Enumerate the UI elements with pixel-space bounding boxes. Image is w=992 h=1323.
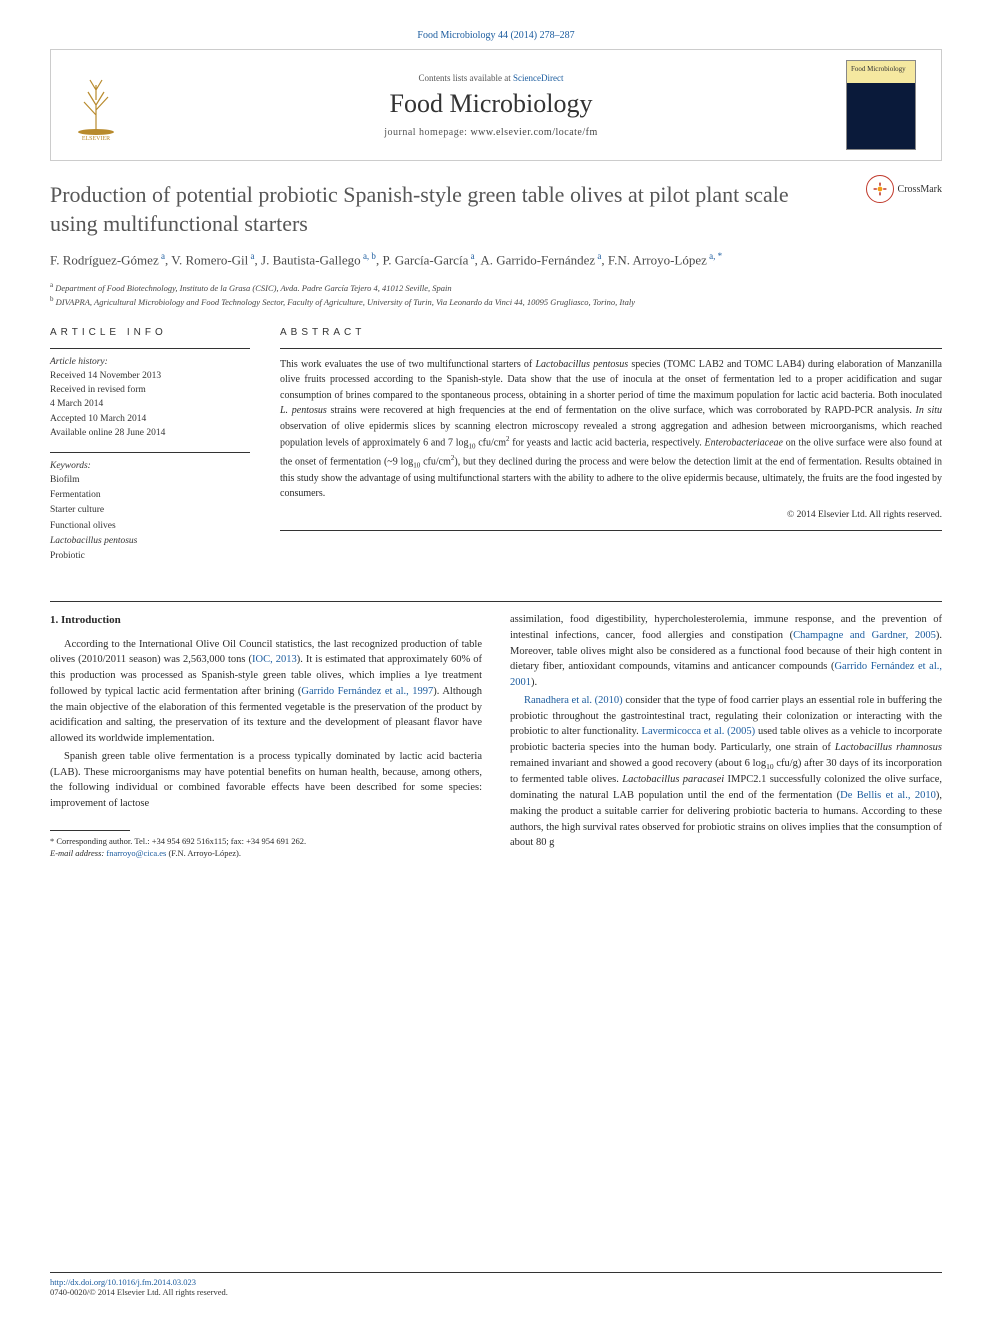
publisher-logo: ELSEVIER — [66, 70, 136, 140]
corresponding-author-footnote: * Corresponding author. Tel.: +34 954 69… — [50, 836, 482, 860]
crossmark-label: CrossMark — [898, 184, 942, 195]
svg-text:ELSEVIER: ELSEVIER — [82, 136, 110, 140]
citation-link[interactable]: Ranadhera et al. (2010) — [524, 695, 623, 706]
journal-homepage: journal homepage: www.elsevier.com/locat… — [136, 127, 846, 138]
citation-link[interactable]: De Bellis et al., 2010 — [840, 790, 936, 801]
email-link[interactable]: fnarroyo@cica.es — [106, 848, 166, 858]
affiliations: a Department of Food Biotechnology, Inst… — [50, 280, 942, 309]
page-footer: http://dx.doi.org/10.1016/j.fm.2014.03.0… — [50, 1272, 942, 1297]
citation-link[interactable]: Champagne and Gardner, 2005 — [793, 630, 936, 641]
citation-link[interactable]: IOC, 2013 — [252, 654, 297, 665]
article-history: Article history: Received 14 November 20… — [50, 348, 250, 440]
abstract-copyright: © 2014 Elsevier Ltd. All rights reserved… — [280, 508, 942, 532]
intro-heading: 1. Introduction — [50, 612, 482, 629]
elsevier-tree-icon: ELSEVIER — [66, 70, 126, 140]
top-citation: Food Microbiology 44 (2014) 278–287 — [50, 30, 942, 41]
body-text: 1. Introduction According to the Interna… — [50, 612, 942, 860]
abstract-text: This work evaluates the use of two multi… — [280, 348, 942, 532]
section-divider — [50, 601, 942, 602]
doi-link[interactable]: http://dx.doi.org/10.1016/j.fm.2014.03.0… — [50, 1277, 942, 1287]
journal-homepage-url[interactable]: www.elsevier.com/locate/fm — [470, 127, 597, 138]
cover-thumbnail-icon: Food Microbiology — [846, 60, 916, 150]
citation-link[interactable]: Garrido Fernández et al., 2001 — [510, 661, 942, 688]
crossmark-icon — [866, 175, 894, 203]
journal-cover: Food Microbiology — [846, 60, 926, 150]
citation-link[interactable]: Garrido Fernández et al., 1997 — [301, 686, 433, 697]
authors-list: F. Rodríguez-Gómez a, V. Romero-Gil a, J… — [50, 250, 942, 270]
sciencedirect-link[interactable]: ScienceDirect — [513, 73, 563, 83]
article-title: Production of potential probiotic Spanis… — [50, 181, 942, 238]
crossmark-badge[interactable]: CrossMark — [866, 175, 942, 203]
citation-link[interactable]: Lavermicocca et al. (2005) — [642, 726, 756, 737]
contents-available: Contents lists available at ScienceDirec… — [136, 73, 846, 83]
abstract-label: ABSTRACT — [280, 327, 942, 338]
journal-header: ELSEVIER Contents lists available at Sci… — [50, 49, 942, 161]
keywords-block: Keywords: Biofilm Fermentation Starter c… — [50, 452, 250, 564]
article-info-label: ARTICLE INFO — [50, 327, 250, 338]
journal-name: Food Microbiology — [136, 89, 846, 119]
